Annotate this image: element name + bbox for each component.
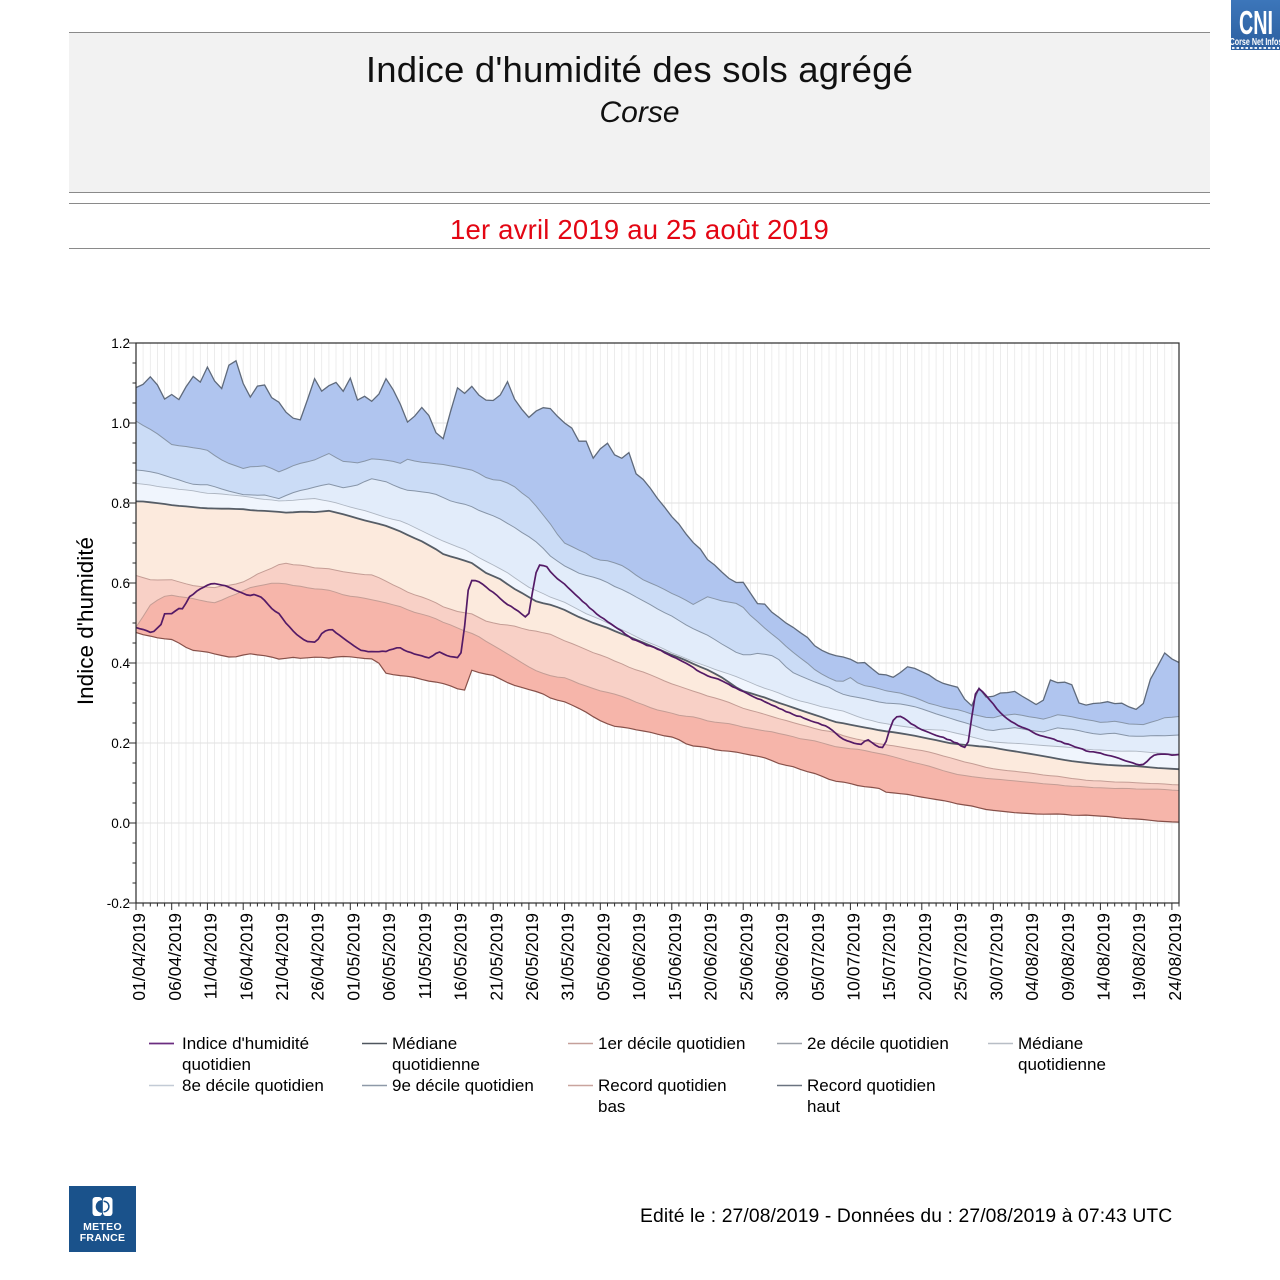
svg-text:0.6: 0.6 xyxy=(111,576,130,591)
svg-text:19/08/2019: 19/08/2019 xyxy=(1129,913,1149,1001)
svg-text:-0.2: -0.2 xyxy=(107,896,130,911)
svg-text:Médiane: Médiane xyxy=(1018,1034,1083,1053)
svg-text:01/04/2019: 01/04/2019 xyxy=(129,913,149,1001)
svg-text:25/07/2019: 25/07/2019 xyxy=(951,913,971,1001)
svg-text:9e décile quotidien: 9e décile quotidien xyxy=(392,1076,534,1095)
svg-text:Record quotidien: Record quotidien xyxy=(598,1076,727,1095)
svg-text:0.2: 0.2 xyxy=(111,736,130,751)
svg-text:06/05/2019: 06/05/2019 xyxy=(379,913,399,1001)
svg-text:0.0: 0.0 xyxy=(111,816,130,831)
svg-text:04/08/2019: 04/08/2019 xyxy=(1022,913,1042,1001)
svg-text:25/06/2019: 25/06/2019 xyxy=(736,913,756,1001)
svg-text:20/06/2019: 20/06/2019 xyxy=(701,913,721,1001)
svg-text:06/04/2019: 06/04/2019 xyxy=(165,913,185,1001)
svg-text:Médiane: Médiane xyxy=(392,1034,457,1053)
svg-text:30/07/2019: 30/07/2019 xyxy=(986,913,1006,1001)
svg-text:8e décile quotidien: 8e décile quotidien xyxy=(182,1076,324,1095)
svg-text:24/08/2019: 24/08/2019 xyxy=(1165,913,1185,1001)
svg-text:Record quotidien: Record quotidien xyxy=(807,1076,936,1095)
svg-text:10/06/2019: 10/06/2019 xyxy=(629,913,649,1001)
svg-text:05/07/2019: 05/07/2019 xyxy=(808,913,828,1001)
svg-text:quotidien: quotidien xyxy=(182,1055,251,1074)
svg-text:quotidienne: quotidienne xyxy=(392,1055,480,1074)
svg-text:Indice d'humidité: Indice d'humidité xyxy=(182,1034,309,1053)
svg-text:11/04/2019: 11/04/2019 xyxy=(201,913,221,999)
svg-text:bas: bas xyxy=(598,1097,625,1116)
svg-text:2e décile quotidien: 2e décile quotidien xyxy=(807,1034,949,1053)
svg-text:16/04/2019: 16/04/2019 xyxy=(236,913,256,1001)
svg-text:30/06/2019: 30/06/2019 xyxy=(772,913,792,1001)
svg-text:26/04/2019: 26/04/2019 xyxy=(308,913,328,1001)
svg-text:0.8: 0.8 xyxy=(111,496,130,511)
svg-text:11/05/2019: 11/05/2019 xyxy=(415,913,435,999)
svg-text:14/08/2019: 14/08/2019 xyxy=(1094,913,1114,1001)
svg-text:01/05/2019: 01/05/2019 xyxy=(343,913,363,1001)
svg-text:21/05/2019: 21/05/2019 xyxy=(486,913,506,1001)
svg-text:15/07/2019: 15/07/2019 xyxy=(879,913,899,1001)
svg-text:1.0: 1.0 xyxy=(111,416,130,431)
svg-text:26/05/2019: 26/05/2019 xyxy=(522,913,542,1001)
svg-text:05/06/2019: 05/06/2019 xyxy=(593,913,613,1001)
svg-text:31/05/2019: 31/05/2019 xyxy=(558,913,578,1001)
svg-text:1er décile quotidien: 1er décile quotidien xyxy=(598,1034,745,1053)
svg-text:09/08/2019: 09/08/2019 xyxy=(1058,913,1078,1001)
svg-text:15/06/2019: 15/06/2019 xyxy=(665,913,685,1001)
svg-text:0.4: 0.4 xyxy=(111,656,130,671)
svg-text:quotidienne: quotidienne xyxy=(1018,1055,1106,1074)
svg-text:16/05/2019: 16/05/2019 xyxy=(451,913,471,1001)
svg-text:10/07/2019: 10/07/2019 xyxy=(844,913,864,1001)
svg-text:Indice d'humidité: Indice d'humidité xyxy=(73,537,98,705)
svg-text:21/04/2019: 21/04/2019 xyxy=(272,913,292,1001)
svg-text:1.2: 1.2 xyxy=(111,336,130,351)
svg-text:20/07/2019: 20/07/2019 xyxy=(915,913,935,1001)
svg-text:haut: haut xyxy=(807,1097,840,1116)
